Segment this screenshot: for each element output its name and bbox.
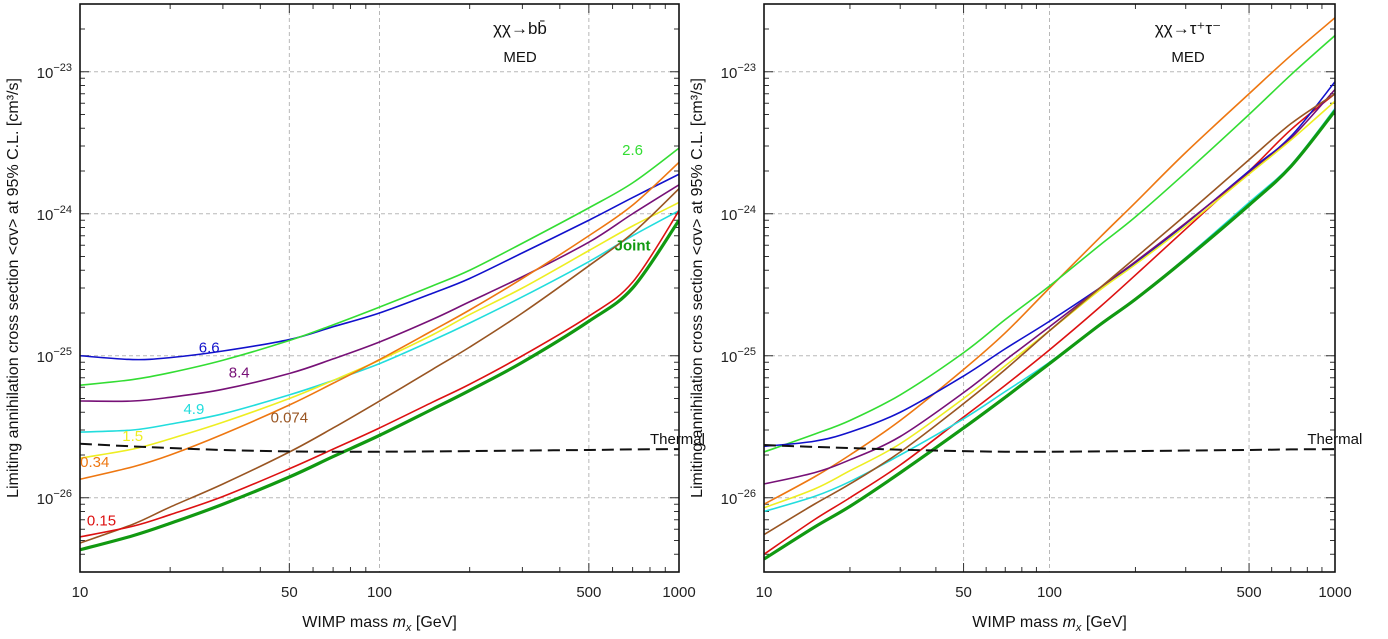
x-tick-label: 10 — [72, 584, 89, 601]
series-line-joint — [764, 109, 1335, 561]
curve-label: 6.6 — [199, 340, 220, 357]
y-tick-label: 10−26 — [37, 488, 72, 508]
curve-label: 4.9 — [183, 401, 204, 418]
series-line-orange — [764, 17, 1335, 505]
y-tick-label: 10−26 — [721, 488, 756, 508]
series-line-blue — [764, 81, 1335, 448]
x-axis-title: WIMP mass mx [GeV] — [972, 614, 1127, 634]
series-line-thermal — [80, 442, 679, 453]
chart-subtitle: MED — [503, 49, 537, 66]
chart-title: χχ→bb̄ — [493, 19, 547, 38]
chart-title: χχ→τ⁺τ⁻ — [1155, 19, 1221, 38]
x-tick-label: 50 — [955, 584, 972, 601]
series-line-0-34 — [80, 161, 679, 481]
series-line-joint — [80, 219, 679, 552]
x-axis-title: WIMP mass mx [GeV] — [302, 614, 457, 634]
series-line-2-6 — [80, 147, 679, 387]
series-group — [764, 17, 1335, 561]
x-tick-label: 500 — [1237, 584, 1262, 601]
series-line-cyan — [764, 108, 1335, 513]
y-tick-label: 10−25 — [721, 346, 756, 366]
x-tick-label: 1000 — [662, 584, 695, 601]
series-line-4-9 — [80, 210, 679, 433]
plot-frame — [763, 3, 1336, 573]
curve-label: 1.5 — [122, 428, 143, 445]
series-line-purple — [764, 88, 1335, 485]
x-tick-label: 500 — [576, 584, 601, 601]
series-group — [80, 147, 679, 552]
series-line-0-074 — [80, 188, 679, 544]
curve-label: 8.4 — [229, 365, 250, 382]
curve-label: 0.074 — [271, 409, 309, 426]
x-tick-label: 10 — [756, 584, 773, 601]
curve-label: Thermal — [650, 431, 705, 448]
curve-label: Thermal — [1307, 431, 1362, 448]
series-line-6-6 — [80, 173, 679, 361]
series-line-0-15 — [80, 210, 679, 538]
y-tick-label: 10−25 — [37, 346, 72, 366]
chart-subtitle: MED — [1171, 49, 1205, 66]
x-tick-label: 100 — [1037, 584, 1062, 601]
curve-label: 0.34 — [80, 454, 109, 471]
series-line-8-4 — [80, 184, 679, 403]
y-tick-label: 10−24 — [37, 204, 72, 224]
series-line-green — [764, 34, 1335, 453]
plot-frame — [79, 3, 680, 573]
curve-label: 0.15 — [87, 512, 116, 529]
curve-label: 2.6 — [622, 142, 643, 159]
y-axis-title: Limiting annihilation cross section <σv>… — [5, 78, 22, 498]
series-line-red — [764, 93, 1335, 555]
y-tick-label: 10−24 — [721, 204, 756, 224]
curve-label: Joint — [615, 238, 651, 255]
y-axis-title: Limiting annihilation cross section <σv>… — [689, 78, 706, 498]
y-tick-label: 10−23 — [721, 62, 756, 82]
x-tick-label: 1000 — [1318, 584, 1351, 601]
x-tick-label: 50 — [281, 584, 298, 601]
series-line-brown — [764, 93, 1335, 536]
panel-right: 10 50 100 500 1000 10−26 10−25 10−24 10−23 WIMP m… — [689, 3, 1362, 634]
y-tick-label: 10−23 — [37, 62, 72, 82]
x-tick-label: 100 — [367, 584, 392, 601]
panel-left: 10 50 100 500 1000 10−26 10−25 10−24 10−23 WIMP m… — [5, 3, 705, 634]
